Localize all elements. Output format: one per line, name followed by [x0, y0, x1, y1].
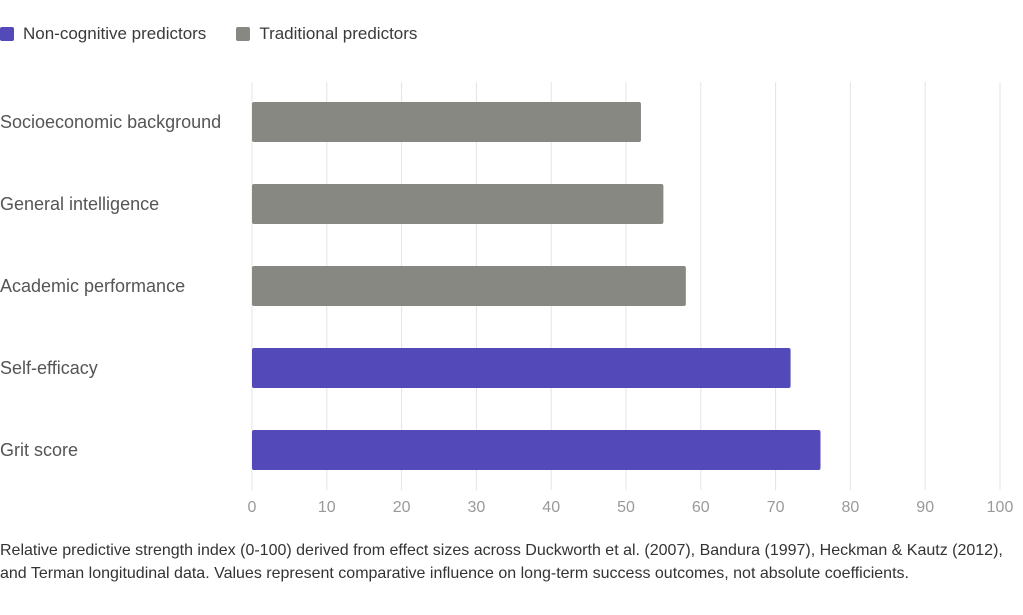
- x-tick-label-80: 80: [842, 499, 860, 516]
- x-tick-label-0: 0: [248, 499, 257, 516]
- category-labels: Socioeconomic background General intellig…: [0, 112, 221, 460]
- x-tick-label-50: 50: [617, 499, 635, 516]
- bar-self-efficacy[interactable]: [252, 348, 791, 388]
- x-tick-label-40: 40: [542, 499, 560, 516]
- x-tick-label-90: 90: [916, 499, 934, 516]
- x-tick-label-100: 100: [987, 499, 1014, 516]
- x-tick-label-20: 20: [393, 499, 411, 516]
- x-tick-label-10: 10: [318, 499, 336, 516]
- chart-caption: Relative predictive strength index (0-10…: [0, 542, 1003, 582]
- x-axis-tick-labels: 0 10 20 30 40 50 60 70 80 90 100: [248, 499, 1014, 516]
- chart-legend: Non-cognitive predictors Traditional pre…: [0, 24, 447, 44]
- category-label-general-intelligence: General intelligence: [0, 194, 159, 214]
- legend-label-traditional: Traditional predictors: [259, 24, 418, 43]
- x-tick-label-70: 70: [767, 499, 785, 516]
- legend-item-traditional[interactable]: Traditional predictors: [236, 24, 417, 44]
- bar-academic-performance[interactable]: [252, 266, 686, 306]
- legend-swatch-traditional: [236, 27, 251, 41]
- category-label-self-efficacy: Self-efficacy: [0, 358, 98, 378]
- bar-chart: Socioeconomic background General intellig…: [0, 82, 1014, 516]
- legend-item-non-cognitive[interactable]: Non-cognitive predictors: [0, 24, 206, 44]
- category-label-socioeconomic-background: Socioeconomic background: [0, 112, 221, 132]
- category-label-academic-performance: Academic performance: [0, 276, 185, 296]
- x-tick-label-30: 30: [468, 499, 486, 516]
- bar-general-intelligence[interactable]: [252, 184, 664, 224]
- legend-label-non-cognitive: Non-cognitive predictors: [23, 24, 207, 43]
- bar-grit-score[interactable]: [252, 430, 821, 470]
- chart-bars: [252, 102, 821, 470]
- x-tick-label-60: 60: [692, 499, 710, 516]
- bar-socioeconomic-background[interactable]: [252, 102, 641, 142]
- legend-swatch-non-cognitive: [0, 27, 14, 41]
- category-label-grit-score: Grit score: [0, 440, 78, 460]
